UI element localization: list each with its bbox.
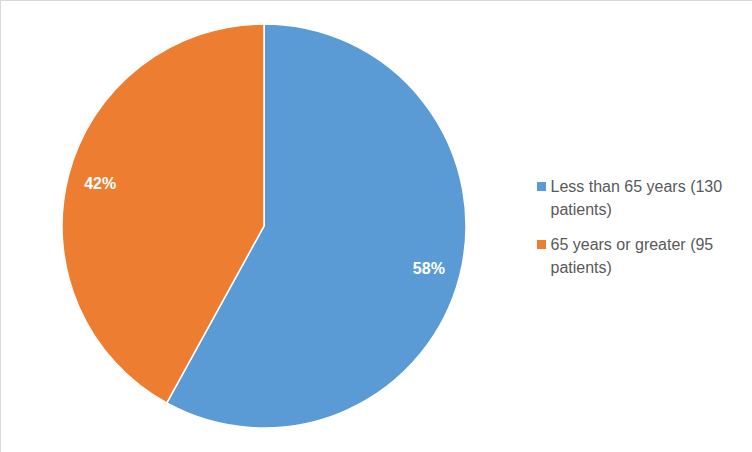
svg-text:42%: 42% (84, 175, 116, 192)
svg-text:65 years or greater (95patient: 65 years or greater (95patients) (551, 236, 714, 275)
svg-text:Less than 65 years (130patient: Less than 65 years (130patients) (551, 178, 723, 217)
svg-text:58%: 58% (413, 260, 445, 277)
